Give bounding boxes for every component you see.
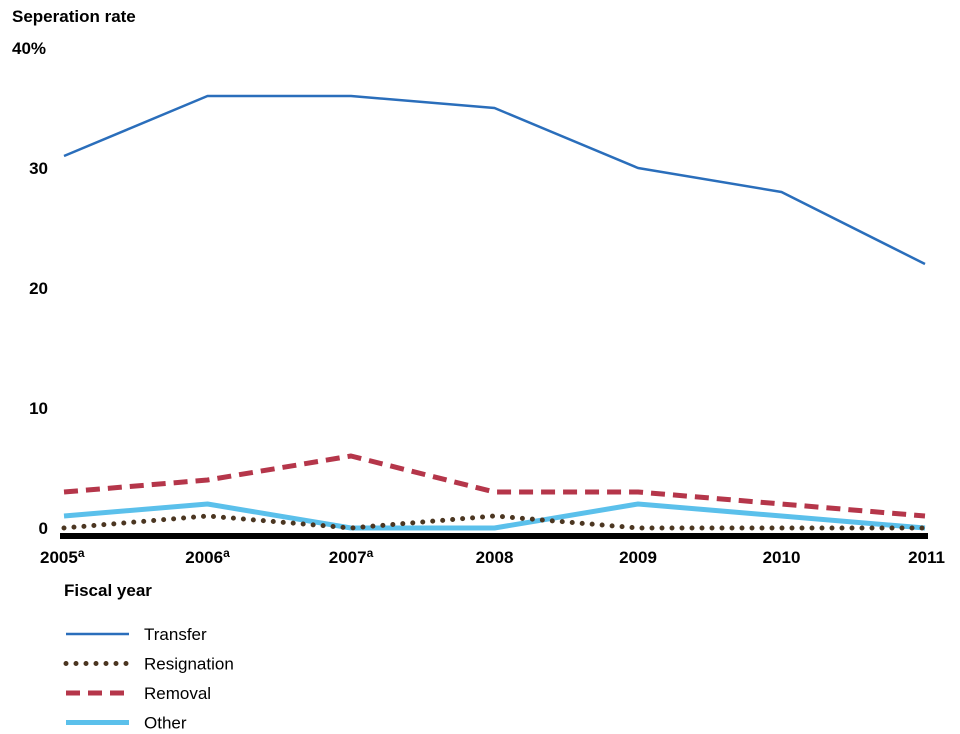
series-line-removal (63, 453, 926, 519)
legend-label: Transfer (144, 625, 207, 644)
legend: Transfer Resignation Removal Other (63, 625, 234, 733)
x-axis-label: Fiscal year (64, 581, 152, 600)
x-tick-footnote: a (78, 546, 85, 560)
x-tick-label: 2006a (185, 546, 230, 567)
x-tick-label: 2010 (763, 548, 801, 567)
x-axis-ticks: 2005a 2006a 2007a 2008 2009 2010 2011 (40, 546, 945, 567)
x-tick-footnote: a (223, 546, 230, 560)
x-tick-label: 2007a (329, 546, 374, 567)
x-tick-label: 2005a (40, 546, 85, 567)
x-tick-label: 2011 (908, 548, 945, 567)
y-tick-label: 20 (29, 279, 48, 298)
series-line-other (63, 501, 926, 531)
y-axis-label: Seperation rate (12, 7, 136, 26)
x-tick-year: 2011 (908, 548, 945, 567)
y-tick-label: 30 (29, 159, 48, 178)
y-tick-label: 0 (39, 519, 48, 538)
x-tick-year: 2009 (619, 548, 657, 567)
x-tick-label: 2008 (476, 548, 514, 567)
x-tick-year: 2008 (476, 548, 514, 567)
legend-label: Resignation (144, 655, 234, 674)
y-axis-ticks: 0 10 20 30 40% (12, 39, 48, 538)
series-line-transfer (63, 94, 926, 266)
x-tick-year: 2006 (185, 548, 223, 567)
x-tick-year: 2010 (763, 548, 801, 567)
legend-label: Removal (144, 684, 211, 703)
x-tick-label: 2009 (619, 548, 657, 567)
x-tick-footnote: a (367, 546, 374, 560)
y-tick-label: 40% (12, 39, 46, 58)
y-tick-label: 10 (29, 399, 48, 418)
x-tick-year: 2005 (40, 548, 78, 567)
legend-label: Other (144, 714, 187, 733)
series-line-resignation (61, 513, 928, 531)
series-layer (61, 94, 928, 531)
x-tick-year: 2007 (329, 548, 367, 567)
